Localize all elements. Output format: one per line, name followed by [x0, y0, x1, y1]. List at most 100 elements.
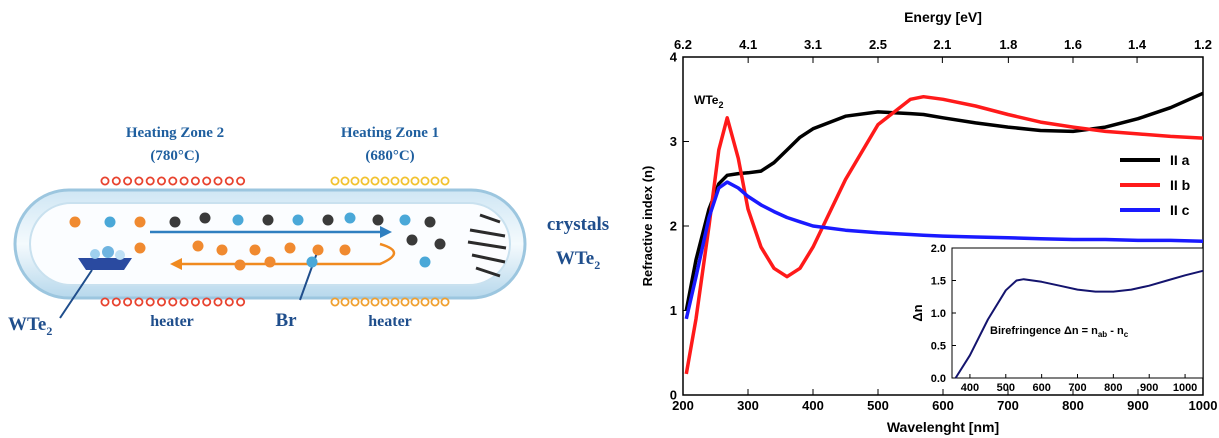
- coil: [411, 177, 418, 184]
- molecule: [407, 235, 418, 246]
- coil: [192, 177, 199, 184]
- inset-y-title: Δn: [910, 304, 925, 321]
- x2-tick-label: 3.1: [804, 37, 822, 52]
- heater-label: heater: [368, 313, 412, 330]
- coil: [361, 177, 368, 184]
- coil: [237, 177, 244, 184]
- coil: [135, 177, 142, 184]
- zone-title: Heating Zone 1: [341, 125, 439, 141]
- molecule: [420, 257, 431, 268]
- molecule: [293, 215, 304, 226]
- coil: [158, 177, 165, 184]
- subscript: 2: [718, 100, 723, 110]
- y-tick-label: 3: [670, 134, 677, 149]
- inset-annotation: Birefringence Δn = nab - nc: [990, 325, 1129, 339]
- crystals-label: crystals: [547, 214, 609, 235]
- x-axis-title: Wavelenght [nm]: [887, 419, 999, 435]
- y-axis-title: Refractive index (n): [640, 166, 655, 287]
- coil: [226, 177, 233, 184]
- zone-temp: (680°C): [365, 148, 414, 164]
- br-label: Br: [275, 310, 297, 331]
- x-tick-label: 700: [997, 398, 1019, 413]
- molecule: [135, 217, 146, 228]
- source-crystal: [90, 249, 100, 259]
- coil: [147, 177, 154, 184]
- molecule: [285, 243, 296, 254]
- x-tick-label: 600: [932, 398, 954, 413]
- coil: [371, 177, 378, 184]
- molecule: [373, 215, 384, 226]
- coil: [214, 177, 221, 184]
- y-tick-label: 1: [670, 303, 677, 318]
- x-tick-label: 500: [997, 382, 1015, 394]
- molecule: [193, 241, 204, 252]
- molecule: [345, 213, 356, 224]
- legend-label: II c: [1170, 202, 1190, 218]
- x-tick-label: 800: [1104, 382, 1122, 394]
- molecule: [265, 257, 276, 268]
- coil: [441, 177, 448, 184]
- zone-title: Heating Zone 2: [126, 125, 224, 141]
- y-tick-label: 2: [670, 219, 677, 234]
- y-tick-label: 2.0: [931, 243, 946, 255]
- x-tick-label: 400: [961, 382, 979, 394]
- coil: [421, 177, 428, 184]
- furnace-diagram: Heating Zone 2 (780°C) Heating Zone 1 (6…: [8, 125, 609, 338]
- molecule: [263, 215, 274, 226]
- x-tick-label: 600: [1032, 382, 1050, 394]
- source-boat: [78, 258, 132, 270]
- y-tick-label: 0.5: [931, 340, 946, 352]
- x-tick-label: 900: [1127, 398, 1149, 413]
- x2-tick-label: 6.2: [674, 37, 692, 52]
- coil: [381, 177, 388, 184]
- subscript: 2: [594, 258, 600, 272]
- molecule: [313, 245, 324, 256]
- y-tick-label: 0.0: [931, 373, 946, 385]
- source-crystal: [102, 246, 114, 258]
- plot-frame: [952, 248, 1203, 378]
- coil: [101, 177, 108, 184]
- heater-label: heater: [150, 313, 194, 330]
- molecule: [233, 215, 244, 226]
- coil: [351, 177, 358, 184]
- y-tick-label: 1.0: [931, 308, 946, 320]
- coil: [401, 177, 408, 184]
- molecule: [435, 239, 446, 250]
- figure: Heating Zone 2 (780°C) Heating Zone 1 (6…: [0, 0, 1219, 438]
- molecule: [400, 215, 411, 226]
- x-tick-label: 400: [802, 398, 824, 413]
- x2-tick-label: 2.1: [933, 37, 951, 52]
- source-crystal: [115, 250, 125, 260]
- x2-tick-label: 1.6: [1064, 37, 1082, 52]
- x-tick-label: 800: [1062, 398, 1084, 413]
- x2-tick-label: 1.2: [1194, 37, 1212, 52]
- y-tick-label: 0: [670, 388, 677, 403]
- x-tick-label: 1000: [1173, 382, 1197, 394]
- subscript: ab: [1098, 330, 1107, 339]
- coil: [181, 177, 188, 184]
- coil: [203, 177, 210, 184]
- coil: [113, 177, 120, 184]
- molecule: [323, 215, 334, 226]
- molecule: [307, 257, 318, 268]
- annotation-text: Birefringence Δn = n: [990, 325, 1098, 337]
- zone-temp: (780°C): [150, 148, 199, 164]
- molecule: [340, 245, 351, 256]
- molecule: [200, 213, 211, 224]
- source-label: WTe2: [8, 314, 52, 338]
- coil: [169, 177, 176, 184]
- x2-axis-title: Energy [eV]: [904, 9, 982, 25]
- coil: [391, 177, 398, 184]
- molecule: [170, 217, 181, 228]
- formula: WTe: [8, 314, 46, 335]
- legend-label: II a: [1170, 152, 1190, 168]
- molecule: [250, 245, 261, 256]
- molecule: [135, 243, 146, 254]
- crystals-formula: WTe2: [556, 248, 600, 272]
- coil: [431, 177, 438, 184]
- coil: [341, 177, 348, 184]
- formula: WTe: [556, 248, 594, 269]
- annotation-text: - n: [1107, 325, 1124, 337]
- subscript: 2: [46, 324, 52, 338]
